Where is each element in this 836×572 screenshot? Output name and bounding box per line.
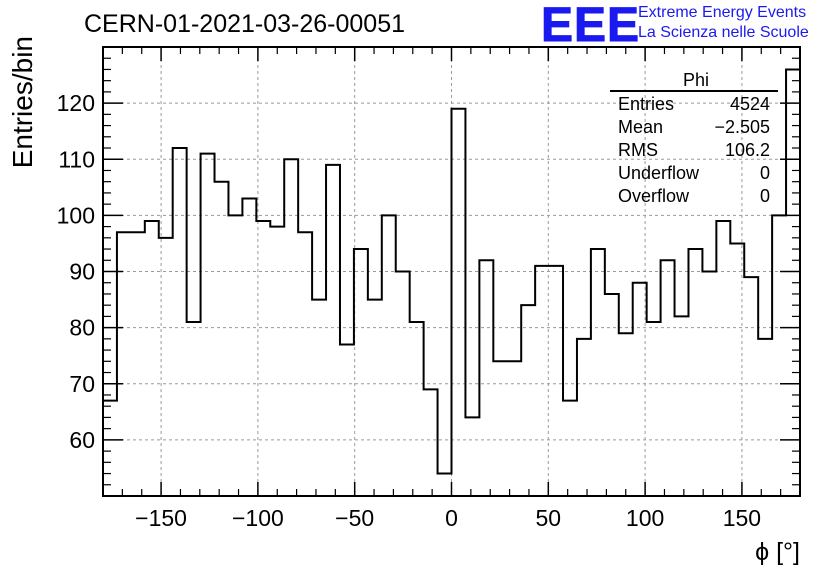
y-tick-label: 90 — [69, 259, 95, 285]
logo-line-1: Extreme Energy Events — [638, 4, 807, 21]
stats-row-value: 4524 — [730, 94, 770, 114]
run-title: CERN-01-2021-03-26-00051 — [84, 10, 406, 38]
y-tick-label: 120 — [57, 90, 95, 116]
x-tick-label: 0 — [445, 505, 458, 531]
axis-ticks — [103, 47, 800, 496]
stats-row-label: Underflow — [618, 163, 700, 183]
x-tick-label: −150 — [135, 505, 187, 531]
y-tick-label: 80 — [69, 315, 95, 341]
eee-logo: EEE Extreme Energy Events La Scienza nel… — [540, 0, 833, 53]
x-tick-label: −100 — [232, 505, 284, 531]
x-tick-label: 100 — [626, 505, 664, 531]
y-tick-label: 60 — [69, 427, 95, 453]
stats-row-value: 0 — [760, 163, 770, 183]
x-axis-label: ϕ [°] — [755, 538, 800, 566]
stats-rows: Entries 4524 Mean −2.505 RMS 106.2 Underflow 0 O… — [618, 94, 770, 206]
stats-row-value: 106.2 — [725, 140, 770, 160]
stats-row-label: Entries — [618, 94, 674, 114]
x-tick-label: 150 — [723, 505, 761, 531]
logo-line-2: La Scienza nelle Scuole — [638, 24, 809, 41]
x-tick-labels: −150 −100 −50 0 50 100 150 — [135, 505, 761, 531]
x-tick-label: 50 — [536, 505, 562, 531]
stats-box: Phi Entries 4524 Mean −2.505 RMS 106.2 Underfl… — [610, 70, 778, 206]
stats-title: Phi — [683, 70, 709, 90]
histogram-line — [102, 68, 801, 496]
y-tick-labels: 60 70 80 90 100 110 120 — [57, 90, 95, 453]
y-tick-label: 100 — [57, 202, 95, 228]
x-tick-label: −50 — [335, 505, 374, 531]
y-tick-label: 110 — [58, 146, 95, 172]
stats-row-label: Overflow — [618, 186, 690, 206]
y-axis-label: Entries/bin — [7, 36, 38, 168]
stats-row-label: Mean — [618, 117, 663, 137]
logo-mark: EEE — [540, 0, 641, 53]
stats-row-label: RMS — [618, 140, 658, 160]
y-tick-label: 70 — [69, 371, 95, 397]
stats-row-value: −2.505 — [714, 117, 770, 137]
stats-row-value: 0 — [760, 186, 770, 206]
